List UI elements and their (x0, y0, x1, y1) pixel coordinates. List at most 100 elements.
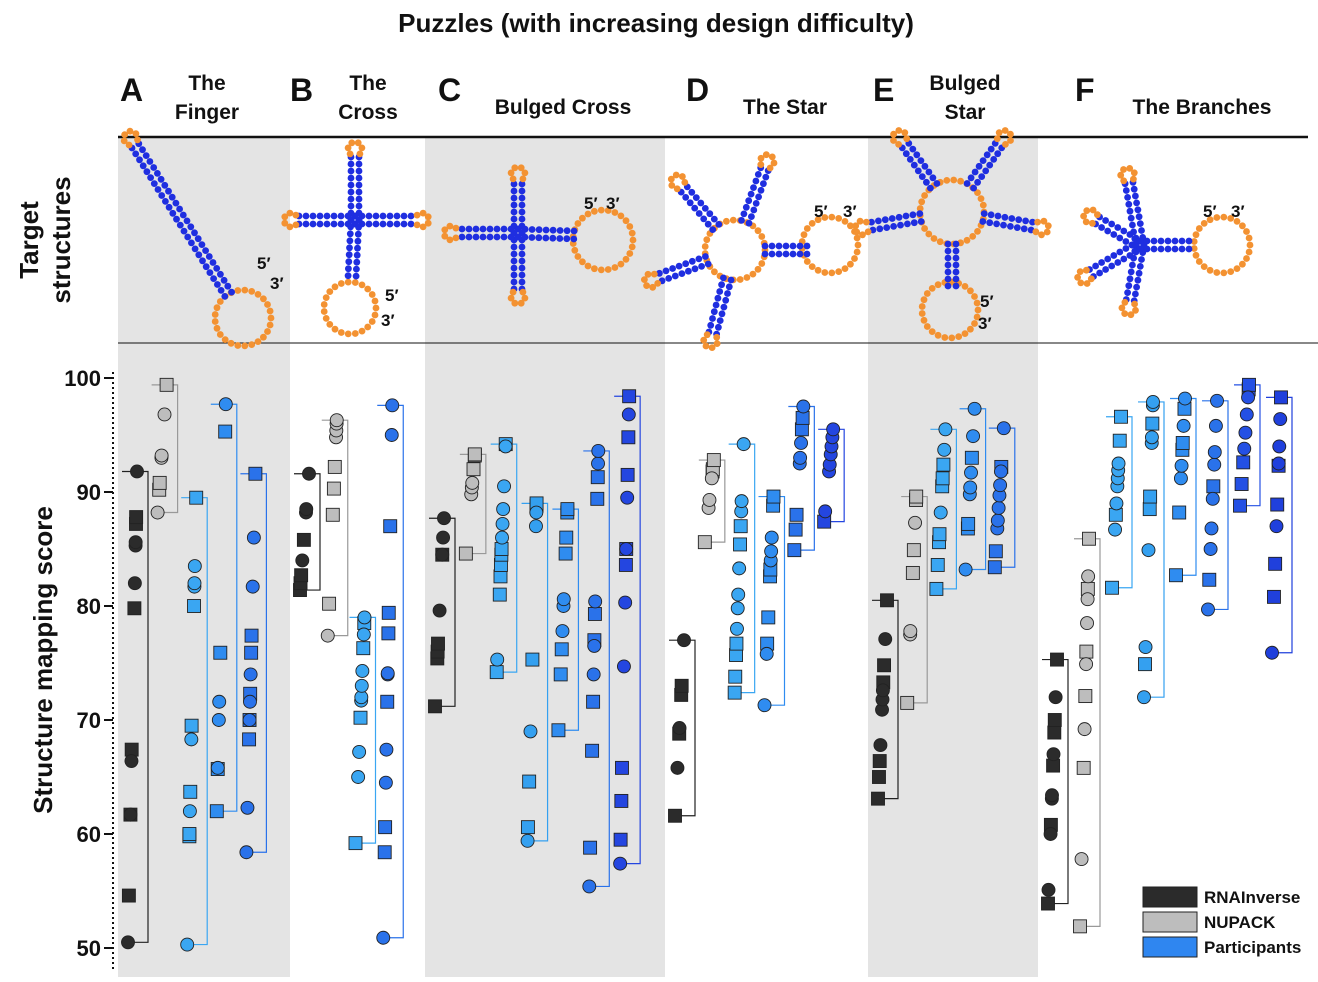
nucleotide (400, 220, 408, 228)
nucleotide (703, 331, 711, 339)
group-points (900, 489, 924, 710)
circle-marker (732, 561, 747, 576)
nucleotide (757, 186, 765, 194)
square-marker (1047, 713, 1062, 727)
circle-marker (818, 504, 833, 519)
square-marker (1143, 489, 1158, 504)
nucleotide (472, 233, 480, 241)
group-points (1073, 531, 1096, 934)
circle-marker (354, 678, 369, 693)
nucleotide (355, 167, 363, 175)
circle-marker (672, 721, 687, 735)
nucleotide (934, 281, 942, 289)
nucleotide (974, 178, 981, 186)
nucleotide (323, 212, 331, 220)
nucleotide (260, 295, 267, 303)
y-tick-label: 50 (77, 936, 101, 961)
circle-marker (355, 664, 370, 678)
nucleotide (718, 281, 725, 289)
nucleotide (337, 280, 345, 287)
circle-marker (1273, 412, 1288, 426)
square-marker (872, 754, 887, 768)
circle-marker (240, 800, 255, 815)
nucleotide (1227, 215, 1235, 222)
nucleotide (1080, 212, 1087, 220)
circle-marker (793, 450, 808, 465)
circle-marker (1201, 602, 1215, 617)
circle-marker (620, 490, 635, 505)
circle-marker (1080, 616, 1094, 631)
nucleotide (326, 288, 334, 295)
nucleotide (202, 263, 210, 271)
nucleotide (518, 264, 526, 272)
circle-marker (380, 666, 395, 681)
square-marker (466, 462, 481, 477)
nucleotide (199, 257, 206, 265)
square-marker (585, 743, 600, 758)
nucleotide (441, 232, 449, 240)
nucleotide (452, 234, 460, 242)
nucleotide (973, 313, 981, 321)
nucleotide (347, 195, 355, 203)
nucleotide (465, 225, 473, 233)
nucleotide (1044, 222, 1052, 230)
nucleotide (407, 220, 415, 228)
square-marker (620, 467, 635, 482)
nucleotide (413, 221, 421, 229)
circle-marker (127, 576, 142, 591)
nucleotide (913, 151, 921, 159)
nucleotide (347, 160, 355, 168)
nucleotide (1096, 269, 1103, 277)
group-points (376, 398, 400, 945)
nucleotide (1114, 259, 1122, 266)
nucleotide (165, 203, 173, 211)
square-marker (383, 519, 398, 534)
figure-title: Puzzles (with increasing design difficul… (398, 8, 914, 38)
nucleotide (510, 180, 518, 188)
y-axis-label: Structure mapping score (28, 506, 58, 814)
nucleotide (967, 174, 975, 182)
square-marker (1079, 644, 1094, 659)
nucleotide (571, 246, 579, 254)
nucleotide (345, 251, 353, 259)
circle-marker (124, 754, 139, 768)
end-label: 3′ (606, 194, 620, 213)
nucleotide (1089, 219, 1096, 227)
square-marker (668, 808, 682, 823)
panel-name: The Branches (1133, 96, 1272, 119)
nucleotide (281, 213, 289, 221)
circle-marker (529, 519, 543, 534)
group-points (1265, 390, 1288, 660)
square-marker (1274, 390, 1288, 405)
nucleotide (710, 308, 718, 316)
circle-marker (873, 738, 888, 753)
circle-marker (212, 694, 227, 709)
square-marker (706, 453, 721, 468)
square-marker (159, 377, 174, 392)
nucleotide (195, 251, 203, 259)
circle-marker (1205, 491, 1220, 506)
circle-marker (1144, 430, 1159, 445)
square-marker (296, 532, 311, 547)
circle-marker (1210, 393, 1224, 408)
nucleotide (521, 169, 529, 177)
nucleotide (1135, 269, 1143, 277)
nucleotide (995, 129, 1003, 137)
circle-marker (1203, 542, 1218, 556)
nucleotide (346, 150, 354, 158)
nucleotide (337, 329, 345, 336)
y-tick-label: 90 (77, 480, 101, 505)
nucleotide (1192, 251, 1200, 259)
nucleotide (987, 211, 995, 219)
nucleotide (762, 173, 770, 181)
circle-marker (730, 601, 745, 616)
nucleotide (1121, 298, 1129, 306)
nucleotide (393, 220, 401, 228)
nucleotide (323, 220, 331, 228)
group-points (1201, 393, 1224, 617)
nucleotide (993, 220, 1000, 228)
nucleotide (286, 209, 294, 217)
nucleotide (671, 272, 679, 280)
nucleotide (1136, 263, 1144, 270)
circle-marker (1080, 592, 1095, 607)
